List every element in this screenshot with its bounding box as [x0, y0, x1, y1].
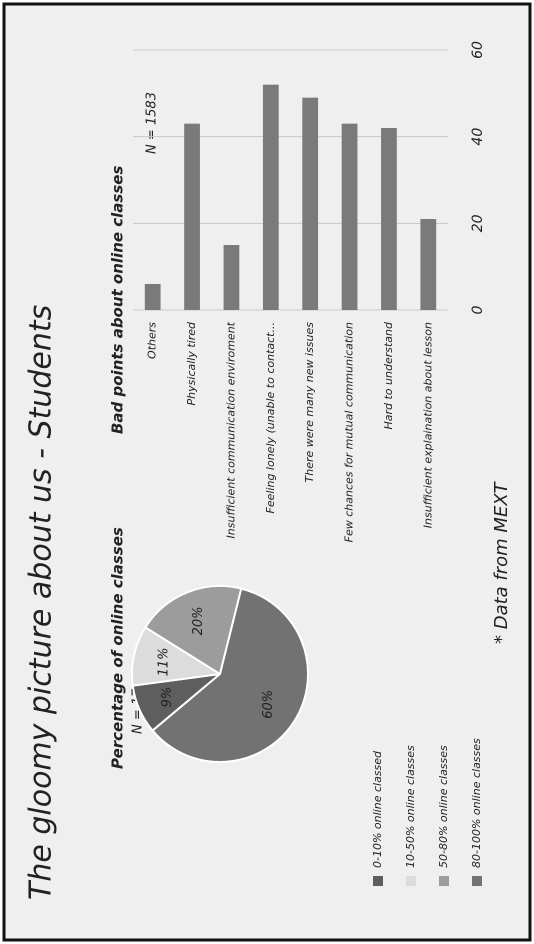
legend-swatch [472, 876, 482, 886]
legend-swatch [406, 876, 416, 886]
pie-label: 20% [191, 607, 206, 636]
y-tick-label: There were many new issues [303, 322, 316, 483]
legend-label: 80-100% online classes [470, 738, 483, 868]
bar [184, 123, 200, 310]
pie-slice [143, 585, 243, 676]
bar [420, 219, 437, 310]
y-tick-label: Others [146, 322, 159, 359]
legend-label: 10-50% online classes [404, 745, 417, 868]
source-note: * Data from MEXT [491, 480, 512, 644]
bar [302, 97, 319, 310]
bar [381, 128, 397, 310]
legend-label: 50-80% online classes [437, 745, 450, 868]
slide-title: The gloomy picture about us - Students [24, 305, 59, 900]
pie-label: 9% [160, 687, 175, 708]
x-tick-label: 60 [470, 41, 486, 59]
bar [341, 123, 358, 310]
pie-label: 11% [157, 647, 172, 676]
bar-title: Bad points about online classes [109, 166, 127, 434]
bar [223, 245, 240, 310]
x-tick-label: 40 [470, 128, 486, 146]
y-tick-label: Insufficient explaination about lesson [421, 322, 434, 528]
bar-annotation: N = 1583 [145, 92, 160, 154]
legend-label: 0-10% online classed [371, 750, 384, 868]
bar [144, 284, 161, 310]
x-tick-label: 0 [470, 305, 486, 314]
bar [262, 84, 279, 310]
y-tick-label: Feeling lonely (unable to contact... [264, 322, 277, 514]
legend-swatch [373, 876, 383, 886]
pie-slice [151, 587, 309, 763]
pie-label: 60% [261, 690, 276, 719]
y-tick-label: Few chances for mutual communication [343, 322, 356, 542]
y-tick-label: Insufficient communication enviroment [224, 321, 237, 538]
y-tick-label: Physically tired [185, 321, 198, 405]
x-tick-label: 20 [470, 214, 486, 232]
y-tick-label: Hard to understand [382, 321, 395, 430]
legend-swatch [439, 876, 449, 886]
pie-title: Percentage of online classes [109, 527, 127, 769]
